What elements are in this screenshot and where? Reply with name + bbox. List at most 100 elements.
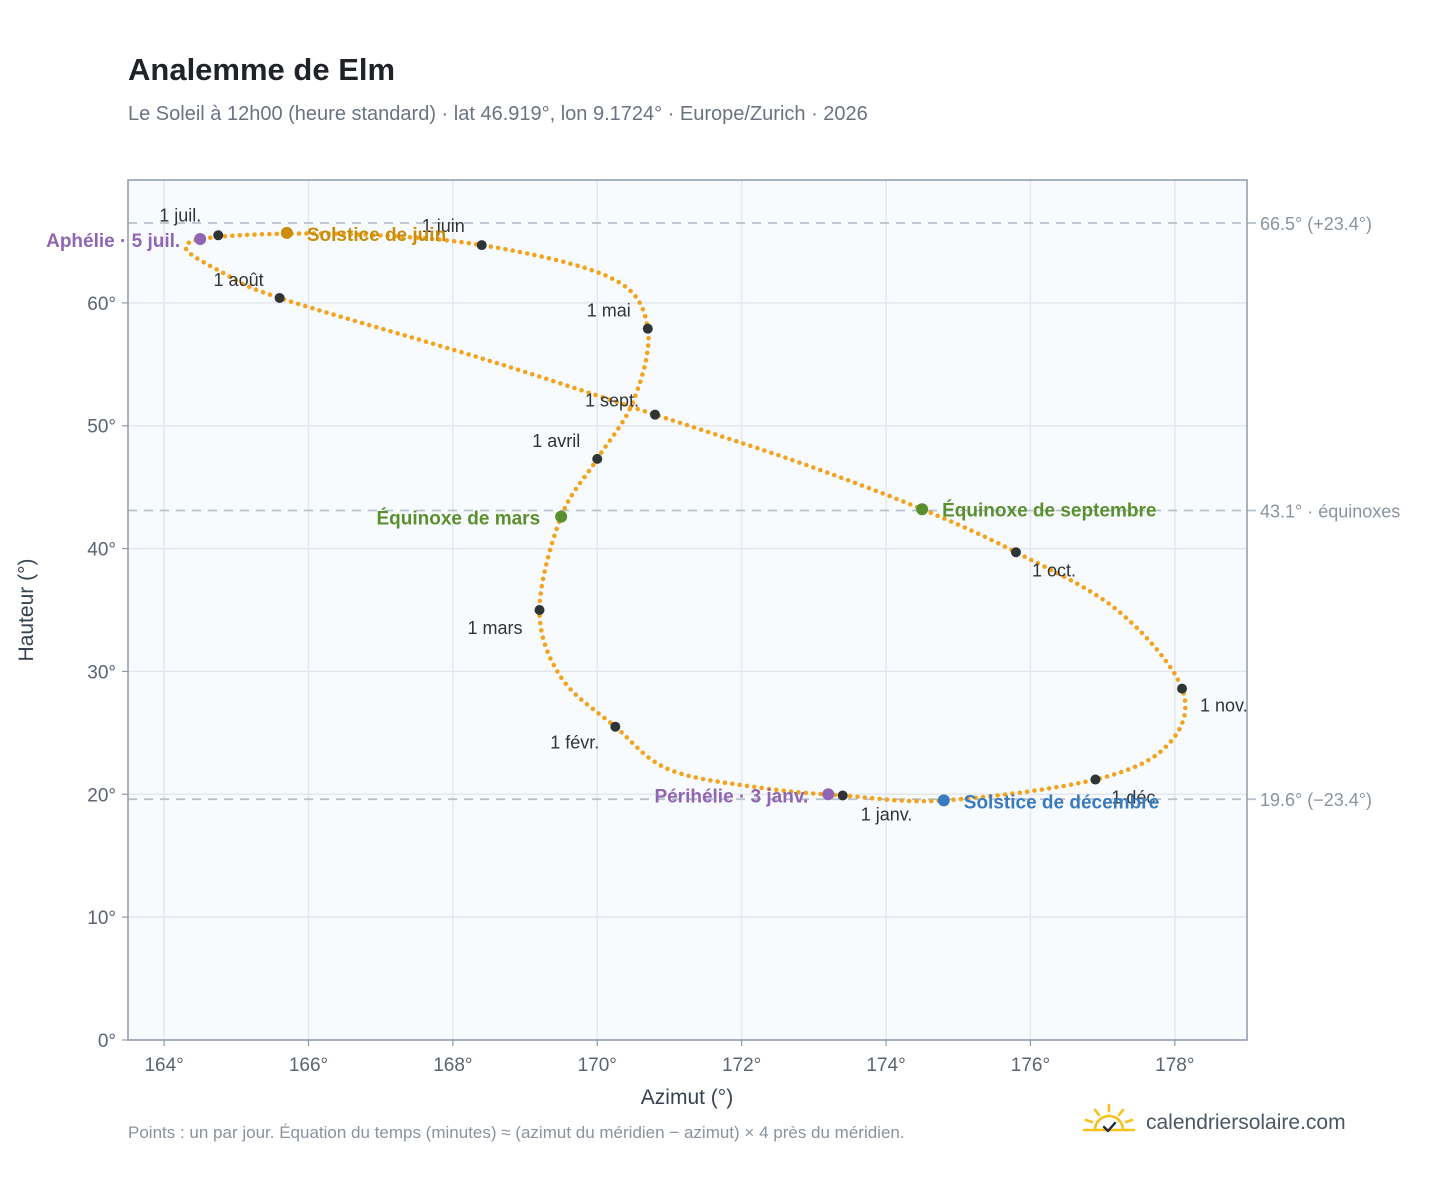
daily-sun-dot bbox=[1075, 581, 1080, 587]
daily-sun-dot bbox=[1087, 589, 1093, 594]
daily-sun-dot bbox=[324, 310, 329, 315]
daily-sun-dot bbox=[948, 519, 954, 524]
daily-sun-dot bbox=[596, 270, 601, 276]
month-markers: 1 janv. 1 févr. 1 mars 1 avril 1 mai 1 juin 1 … bbox=[159, 205, 1248, 824]
month-marker-label: 1 mai bbox=[587, 301, 631, 321]
daily-sun-dot bbox=[628, 288, 633, 294]
daily-sun-dot bbox=[935, 513, 940, 518]
y-axis-ticks: 0° 10° 20° 30° 40° 50° 60° bbox=[87, 294, 128, 1052]
daily-sun-dot bbox=[803, 790, 809, 796]
daily-sun-dot bbox=[852, 480, 858, 486]
daily-sun-dot bbox=[510, 248, 515, 253]
daily-sun-dot bbox=[392, 233, 398, 239]
daily-sun-dot bbox=[1149, 641, 1155, 647]
daily-sun-dot bbox=[459, 239, 464, 245]
daily-sun-dot bbox=[797, 460, 802, 465]
daily-sun-dot bbox=[214, 267, 219, 272]
daily-sun-dot bbox=[726, 436, 732, 442]
daily-sun-dot bbox=[995, 793, 1000, 798]
daily-sun-dot bbox=[548, 656, 553, 661]
month-marker bbox=[837, 790, 848, 801]
daily-sun-dot bbox=[906, 798, 912, 804]
x-tick-label: 166° bbox=[289, 1055, 328, 1076]
daily-sun-dot bbox=[810, 791, 816, 796]
y-tick-label: 40° bbox=[87, 540, 116, 561]
daily-sun-dot bbox=[569, 492, 575, 498]
event-label: Équinoxe de mars bbox=[376, 508, 540, 530]
daily-sun-dot bbox=[640, 750, 646, 756]
month-marker bbox=[274, 292, 285, 303]
daily-sun-dot bbox=[734, 438, 739, 444]
daily-sun-dot bbox=[1139, 630, 1145, 636]
daily-sun-dot bbox=[663, 415, 669, 421]
daily-sun-dot bbox=[253, 287, 259, 293]
month-marker-label: 1 juil. bbox=[159, 205, 201, 225]
daily-sun-dot bbox=[1129, 620, 1134, 625]
event-marker bbox=[937, 794, 950, 807]
daily-sun-dot bbox=[577, 480, 583, 486]
daily-sun-dot bbox=[635, 386, 641, 392]
daily-sun-dot bbox=[1173, 733, 1178, 738]
event-label: Solstice de juin bbox=[307, 225, 446, 246]
daily-sun-dot bbox=[579, 697, 584, 702]
daily-sun-dot bbox=[304, 231, 309, 236]
daily-sun-dot bbox=[862, 795, 868, 800]
daily-sun-dot bbox=[672, 769, 677, 774]
daily-sun-dot bbox=[1139, 761, 1145, 766]
daily-sun-dot bbox=[980, 794, 986, 800]
daily-sun-dot bbox=[551, 662, 557, 668]
daily-sun-dot bbox=[996, 541, 1001, 546]
daily-sun-dot bbox=[573, 486, 579, 492]
month-marker bbox=[1010, 547, 1021, 558]
daily-sun-dot bbox=[737, 782, 742, 788]
daily-sun-dot bbox=[640, 372, 645, 377]
daily-sun-dot bbox=[869, 795, 875, 801]
x-axis-ticks: 164° 166° 168° 170° 172° 174° 176° 178° bbox=[144, 1040, 1194, 1076]
daily-sun-dot bbox=[658, 763, 664, 768]
chart-title: Analemme de Elm bbox=[128, 52, 396, 87]
daily-sun-dot bbox=[873, 488, 879, 494]
daily-sun-dot bbox=[1175, 677, 1181, 682]
daily-sun-dot bbox=[487, 358, 493, 364]
daily-sun-dot bbox=[1152, 753, 1157, 759]
daily-sun-dot bbox=[1144, 636, 1150, 641]
event-label: Aphélie · 5 juil. bbox=[46, 231, 180, 252]
daily-sun-dot bbox=[781, 788, 786, 794]
daily-sun-dot bbox=[385, 233, 391, 239]
daily-sun-dot bbox=[635, 745, 640, 751]
y-tick-label: 20° bbox=[87, 785, 116, 806]
daily-sun-dot bbox=[545, 555, 551, 560]
daily-sun-dot bbox=[1083, 779, 1088, 785]
daily-sun-dot bbox=[378, 233, 383, 238]
daily-sun-dot bbox=[600, 395, 605, 400]
brand-logo[interactable]: calendriersolaire.com bbox=[1082, 1103, 1346, 1143]
daily-sun-dot bbox=[1158, 749, 1163, 755]
daily-sun-dot bbox=[616, 279, 621, 285]
daily-sun-dot bbox=[522, 369, 528, 375]
daily-sun-dot bbox=[1167, 664, 1173, 670]
daily-sun-dot bbox=[741, 441, 746, 446]
daily-sun-dot bbox=[855, 794, 860, 800]
daily-sun-dot bbox=[352, 318, 358, 324]
daily-sun-dot bbox=[584, 702, 590, 707]
daily-sun-dot bbox=[429, 236, 435, 242]
daily-sun-dot bbox=[774, 787, 779, 793]
reference-lines: 66.5° (+23.4°) 43.1° · équinoxes 19.6° (−2… bbox=[128, 214, 1400, 810]
daily-sun-dot bbox=[762, 448, 767, 453]
daily-sun-dot bbox=[388, 329, 393, 334]
daily-sun-dot bbox=[766, 786, 772, 792]
month-marker bbox=[213, 230, 224, 241]
daily-sun-dot bbox=[363, 232, 368, 238]
daily-sun-dot bbox=[501, 363, 507, 368]
daily-sun-dot bbox=[645, 350, 650, 356]
daily-sun-dot bbox=[459, 349, 464, 355]
daily-sun-dot bbox=[975, 531, 981, 536]
daily-sun-dot bbox=[1081, 585, 1087, 590]
reference-line-label: 43.1° · équinoxes bbox=[1260, 501, 1400, 521]
x-axis-label: Azimut (°) bbox=[641, 1086, 733, 1109]
daily-sun-dot bbox=[901, 499, 906, 504]
daily-sun-dot bbox=[366, 322, 372, 328]
daily-sun-dot bbox=[962, 525, 968, 530]
event-marker bbox=[822, 788, 835, 801]
